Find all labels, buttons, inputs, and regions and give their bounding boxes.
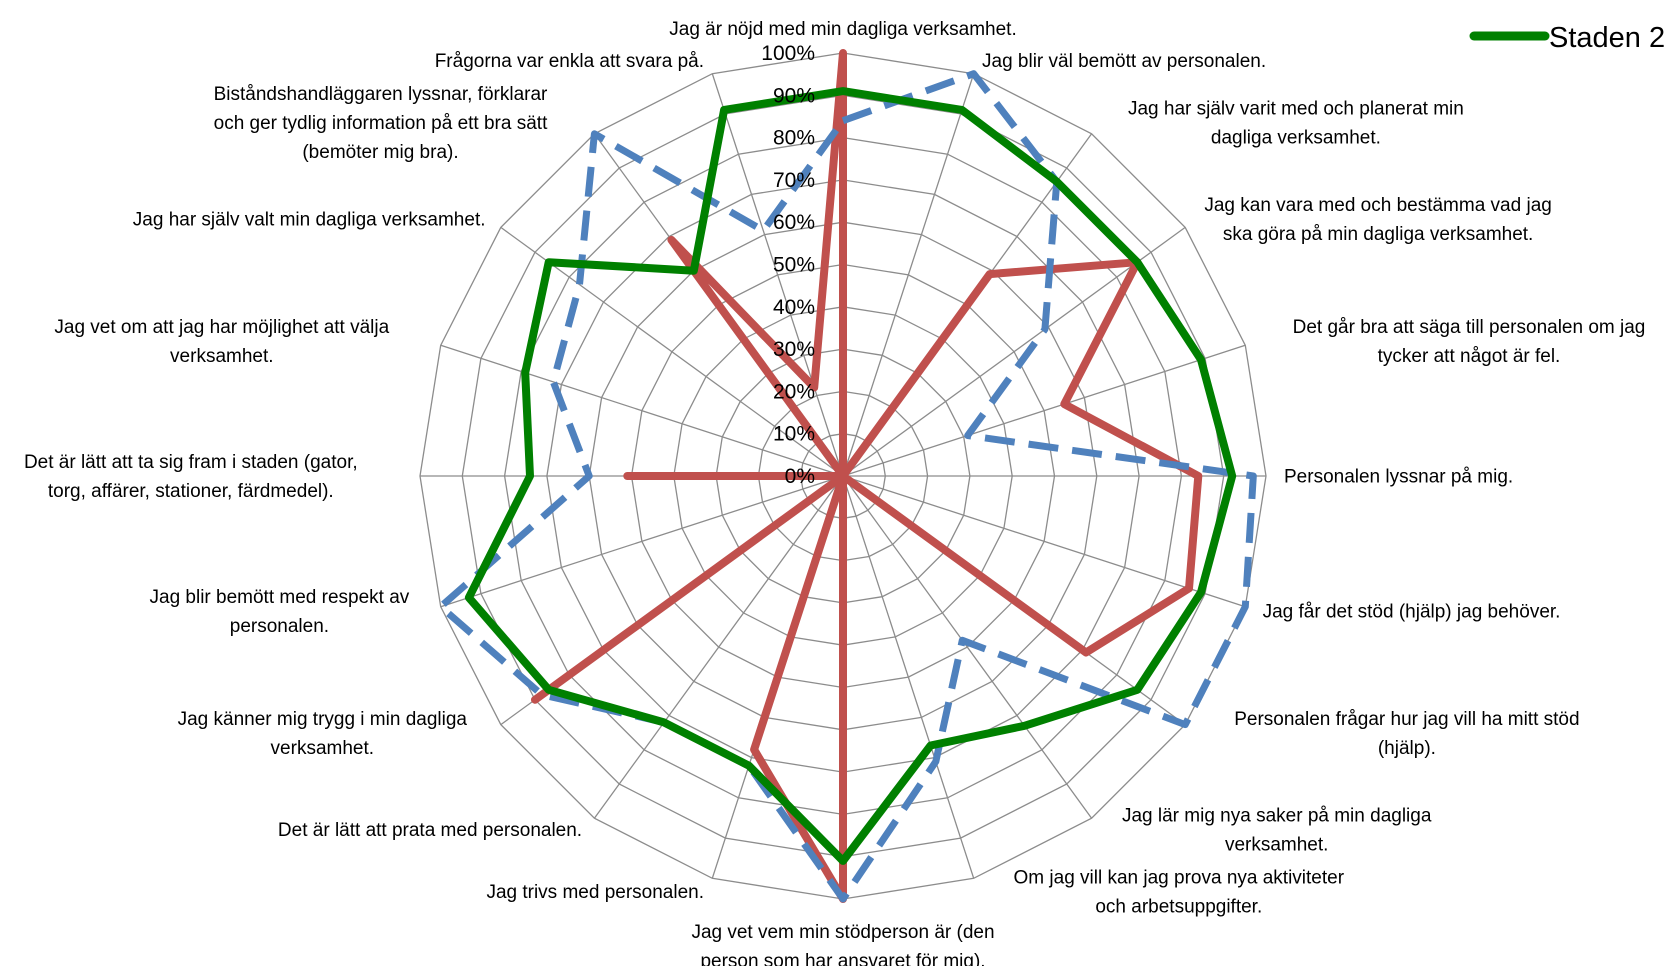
- axis-label-line: Jag har själv valt min dagliga verksamhe…: [133, 210, 486, 231]
- axis-label-line: Jag blir bemött med respekt av: [150, 587, 410, 608]
- axis-label-1: Jag är nöjd med min dagliga verksamhet.: [669, 19, 1016, 40]
- spoke-13: [593, 475, 844, 819]
- axis-label-9: Jag lär mig nya saker på min dagliga verk…: [1122, 806, 1432, 856]
- spoke-7: [842, 475, 1246, 608]
- axis-label-line: Det är lätt att ta sig fram i staden (ga…: [24, 452, 358, 473]
- axis-label-line: Det går bra att säga till personalen om …: [1293, 317, 1646, 338]
- legend-label-series-1: Staden 2: [1549, 22, 1665, 54]
- axis-label-line: person som har ansvaret för mig).: [700, 951, 985, 966]
- axis-label-line: personalen.: [230, 616, 329, 637]
- axis-label-line: torg, affärer, stationer, färdmedel).: [48, 481, 334, 502]
- r-tick-label: 0%: [785, 465, 815, 488]
- spoke-9: [842, 475, 1093, 819]
- axis-label-line: (bemöter mig bra).: [302, 142, 458, 163]
- r-tick-label: 50%: [773, 254, 815, 277]
- axis-label-line: Jag har själv varit med och planerat min: [1128, 99, 1464, 120]
- spoke-10: [842, 475, 975, 879]
- axis-label-line: Frågorna var enkla att svara på.: [435, 51, 704, 72]
- r-tick-label: 80%: [773, 127, 815, 150]
- r-tick-label: 10%: [773, 423, 815, 446]
- axis-label-10: Om jag vill kan jag prova nya aktivitete…: [1014, 868, 1345, 918]
- r-tick-label: 30%: [773, 338, 815, 361]
- axis-label-line: Jag är nöjd med min dagliga verksamhet.: [669, 19, 1016, 40]
- spoke-15: [440, 475, 844, 608]
- r-tick-label: 90%: [773, 84, 815, 107]
- axis-label-line: Jag kan vara med och bestämma vad jag: [1204, 195, 1551, 216]
- axis-label-20: Frågorna var enkla att svara på.: [435, 51, 704, 72]
- axis-label-line: ska göra på min dagliga verksamhet.: [1223, 224, 1534, 245]
- axis-label-19: Biståndshandläggaren lyssnar, förklarar o…: [214, 84, 548, 163]
- axis-label-line: Jag blir väl bemött av personalen.: [982, 51, 1266, 72]
- axis-label-line: Jag lär mig nya saker på min dagliga: [1122, 806, 1432, 827]
- axis-label-2: Jag blir väl bemött av personalen.: [982, 51, 1266, 72]
- radial-tick-labels: 0% 10% 20% 30% 40% 50% 60% 70% 80% 90% 100%: [761, 42, 815, 488]
- axis-label-17: Jag vet om att jag har möjlighet att väl…: [54, 317, 389, 367]
- r-tick-label: 70%: [773, 169, 815, 192]
- axis-label-line: dagliga verksamhet.: [1211, 128, 1381, 149]
- axis-label-line: och ger tydlig information på ett bra sä…: [214, 113, 548, 134]
- legend: Staden 2: [1469, 22, 1665, 54]
- axis-label-3: Jag har själv varit med och planerat min…: [1128, 99, 1464, 149]
- axis-label-18: Jag har själv valt min dagliga verksamhe…: [133, 210, 486, 231]
- axis-label-line: Det är lätt att prata med personalen.: [278, 820, 582, 841]
- axis-label-line: Personalen frågar hur jag vill ha mitt s…: [1234, 709, 1579, 730]
- axis-label-7: Jag får det stöd (hjälp) jag behöver.: [1263, 602, 1561, 623]
- axis-label-8: Personalen frågar hur jag vill ha mitt s…: [1234, 709, 1579, 759]
- r-tick-label: 100%: [761, 42, 815, 65]
- axis-label-6: Personalen lyssnar på mig.: [1284, 467, 1513, 488]
- spoke-2: [842, 73, 975, 477]
- axis-label-line: (hjälp).: [1378, 738, 1436, 759]
- spoke-18: [500, 226, 844, 477]
- spoke-5: [842, 344, 1246, 477]
- r-tick-label: 60%: [773, 211, 815, 234]
- axis-label-15: Jag blir bemött med respekt av personalen…: [150, 587, 410, 637]
- axis-label-line: Personalen lyssnar på mig.: [1284, 467, 1513, 488]
- axis-label-line: Jag trivs med personalen.: [486, 882, 704, 903]
- axis-label-line: verksamhet.: [271, 738, 374, 759]
- axis-label-line: Jag vet vem min stödperson är (den: [691, 922, 994, 943]
- axis-label-16: Det är lätt att ta sig fram i staden (ga…: [24, 452, 358, 502]
- axis-label-12: Jag trivs med personalen.: [486, 882, 704, 903]
- spoke-20: [711, 73, 844, 477]
- radar-series: [437, 49, 1257, 903]
- axis-label-line: Jag känner mig trygg i min dagliga: [178, 709, 468, 730]
- axis-label-5: Det går bra att säga till personalen om …: [1293, 317, 1646, 367]
- axis-label-line: tycker att något är fel.: [1378, 346, 1561, 367]
- r-tick-label: 40%: [773, 296, 815, 319]
- series-line-2: [437, 70, 1257, 903]
- axis-label-line: Biståndshandläggaren lyssnar, förklarar: [214, 84, 548, 105]
- axis-label-13: Det är lätt att prata med personalen.: [278, 820, 582, 841]
- axis-label-line: Om jag vill kan jag prova nya aktivitete…: [1014, 868, 1345, 889]
- axis-label-line: och arbetsuppgifter.: [1095, 897, 1262, 918]
- series-line-1: [464, 87, 1237, 865]
- axis-label-4: Jag kan vara med och bestämma vad jag ska…: [1204, 195, 1551, 245]
- spoke-4: [842, 226, 1186, 477]
- axis-label-line: verksamhet.: [1225, 835, 1328, 856]
- axis-labels: Jag är nöjd med min dagliga verksamhet. J…: [24, 19, 1645, 966]
- axis-label-11: Jag vet vem min stödperson är (den person…: [691, 922, 994, 966]
- axis-label-14: Jag känner mig trygg i min dagliga verksa…: [178, 709, 468, 759]
- axis-label-line: Jag vet om att jag har möjlighet att väl…: [54, 317, 389, 338]
- r-tick-label: 20%: [773, 380, 815, 403]
- spoke-17: [440, 344, 844, 477]
- axis-label-line: Jag får det stöd (hjälp) jag behöver.: [1263, 602, 1561, 623]
- axis-label-line: verksamhet.: [170, 346, 273, 367]
